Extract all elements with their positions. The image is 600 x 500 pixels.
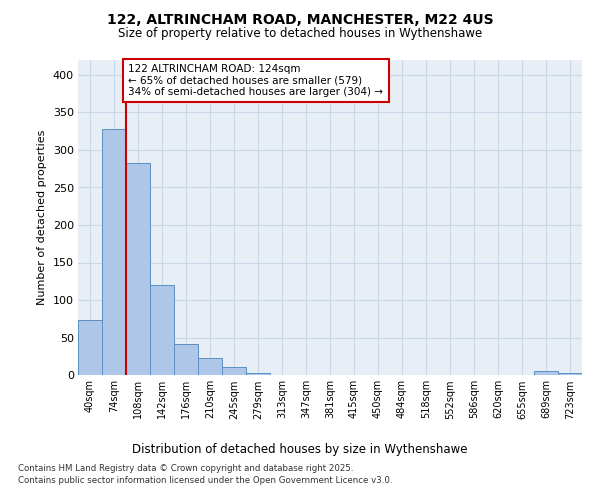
Bar: [222, 367, 246, 375]
Text: Size of property relative to detached houses in Wythenshawe: Size of property relative to detached ho…: [118, 28, 482, 40]
Bar: [174, 344, 198, 375]
Text: 122, ALTRINCHAM ROAD, MANCHESTER, M22 4US: 122, ALTRINCHAM ROAD, MANCHESTER, M22 4U…: [107, 12, 493, 26]
Bar: [558, 373, 582, 375]
Text: Contains HM Land Registry data © Crown copyright and database right 2025.: Contains HM Land Registry data © Crown c…: [18, 464, 353, 473]
Bar: [198, 358, 222, 375]
Bar: [534, 371, 558, 375]
Bar: [102, 129, 126, 375]
Y-axis label: Number of detached properties: Number of detached properties: [37, 130, 47, 305]
Bar: [126, 163, 150, 375]
Text: Contains public sector information licensed under the Open Government Licence v3: Contains public sector information licen…: [18, 476, 392, 485]
Bar: [246, 373, 270, 375]
Bar: [78, 320, 102, 375]
Text: Distribution of detached houses by size in Wythenshawe: Distribution of detached houses by size …: [132, 442, 468, 456]
Bar: [150, 285, 174, 375]
Text: 122 ALTRINCHAM ROAD: 124sqm
← 65% of detached houses are smaller (579)
34% of se: 122 ALTRINCHAM ROAD: 124sqm ← 65% of det…: [128, 64, 383, 97]
